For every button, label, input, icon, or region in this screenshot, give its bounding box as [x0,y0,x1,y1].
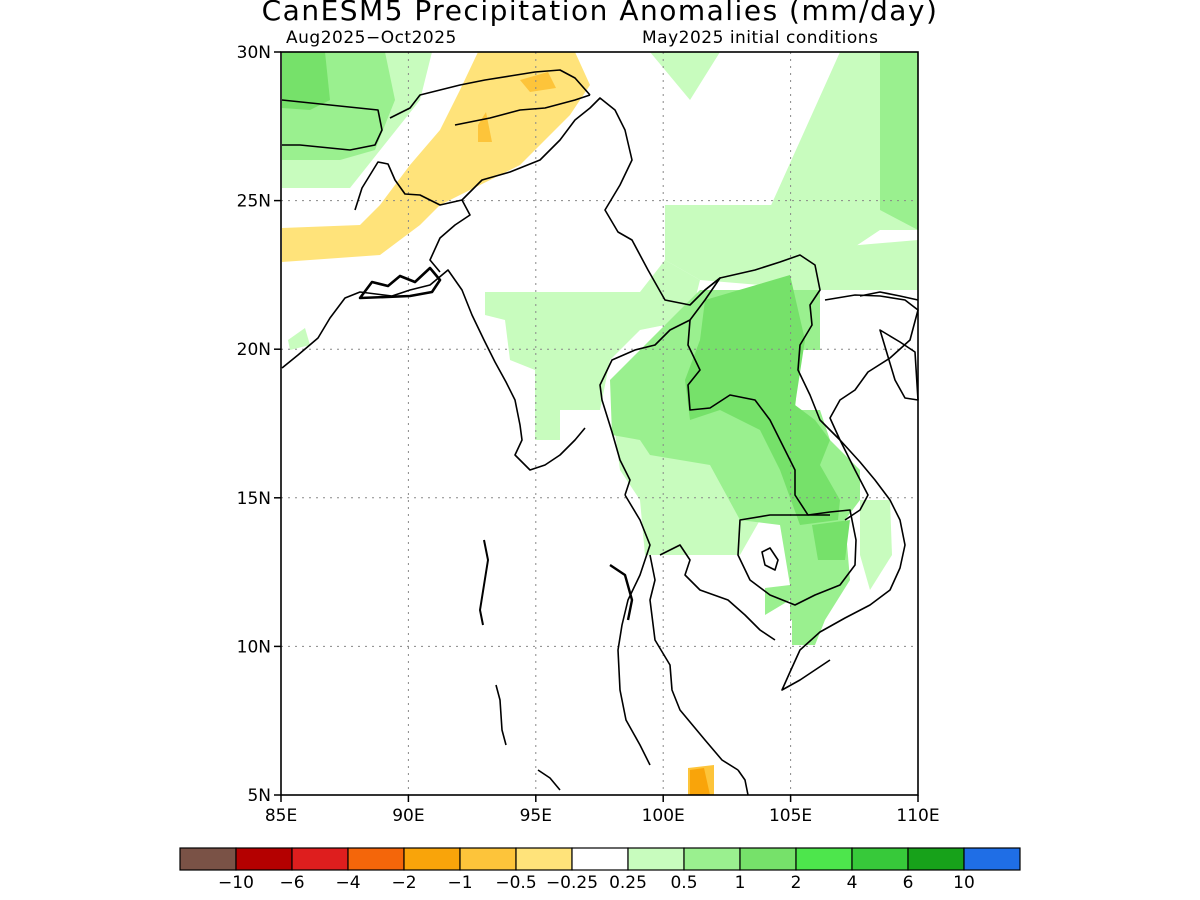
gulf-of-thailand-west-coast [649,554,739,771]
colorbar-swatch [795,847,853,871]
laos-thai-mekong [687,319,830,516]
lat-lon-grid [281,52,918,795]
colorbar-swatch [459,847,517,871]
andaman-islands [479,539,489,626]
x-tick-label: 95E [520,806,552,826]
colorbar-label: −2 [391,873,416,893]
colorbar-swatch [571,847,629,871]
ganges-delta-coast [358,266,442,300]
y-tick-label: 10N [237,637,271,657]
initial-conditions: May2025 initial conditions [642,28,879,48]
northeast-india-border [281,99,383,151]
hainan-coast [879,329,919,401]
colorbar-swatch [739,847,797,871]
bhutan-border [454,94,591,126]
bay-of-bengal-coastline [281,269,586,471]
axis-labels: 85E 90E 95E 100E 105E 110E 30N 25N 20N 15N 10N 5N [237,43,940,826]
colorbar-label: 1 [735,873,746,893]
x-tick-label: 85E [265,806,297,826]
orange-anomaly-regions [690,768,710,795]
nicobar-islands [495,684,507,746]
colorbar-label: 2 [791,873,802,893]
colorbar-label: −0.5 [495,873,536,893]
colorbar-label: −1 [447,873,472,893]
colorbar-label: 0.25 [609,873,647,893]
y-tick-label: 5N [247,786,271,806]
colorbar-swatch [963,847,1021,871]
colorbar-label: 4 [847,873,858,893]
y-tick-label: 30N [237,43,271,63]
colorbar-swatch [907,847,965,871]
colorbar-swatch [179,847,237,871]
southern-thai-coast [737,769,749,796]
china-coast [859,291,919,301]
thai-myanmar-southern-border [617,494,651,766]
mergui-islands [609,564,634,621]
forecast-period: Aug2025−Oct2025 [286,28,457,48]
myanmar-border [461,97,721,496]
colorbar-swatch [851,847,909,871]
green-anomaly-regions [282,52,850,560]
tonle-sap [761,547,779,571]
colorbar-swatch [403,847,461,871]
colorbar-swatch [291,847,349,871]
colorbar-label: −10 [218,873,254,893]
bangladesh-border [354,161,471,273]
x-tick-label: 110E [896,806,939,826]
colorbar-swatch [235,847,293,871]
colorbar-label: 10 [953,873,975,893]
vietnam-coast [781,294,919,691]
map-frame [280,51,919,796]
pale-green-anomaly-regions [282,52,918,590]
x-tick-label: 100E [642,806,685,826]
colorbar-swatch [683,847,741,871]
cambodia-border [737,509,857,606]
tibet-border [389,69,591,119]
colorbar-swatch [515,847,573,871]
colorbar-swatch [627,847,685,871]
yellow-anomaly-regions [282,52,590,262]
map-title: CanESM5 Precipitation Anomalies (mm/day) [261,0,939,27]
y-tick-label: 15N [237,489,271,509]
laos-border [704,254,869,521]
colorbar-label: −4 [335,873,360,893]
y-tick-label: 25N [237,192,271,212]
x-tick-label: 105E [769,806,812,826]
y-tick-label: 20N [237,340,271,360]
thailand-coast [659,544,776,641]
colorbar-label: −0.25 [546,873,598,893]
anomaly-shading [282,52,918,795]
coastlines-and-borders [281,69,919,796]
colorbar: −10 −6 −4 −2 −1 −0.5 −0.25 0.25 0.5 1 2 4 6 10 [179,847,1021,893]
colorbar-swatch [347,847,405,871]
x-tick-label: 90E [392,806,424,826]
colorbar-label: 6 [903,873,914,893]
colorbar-label: 0.5 [670,873,697,893]
malay-peninsula [537,769,561,791]
colorbar-label: −6 [279,873,304,893]
